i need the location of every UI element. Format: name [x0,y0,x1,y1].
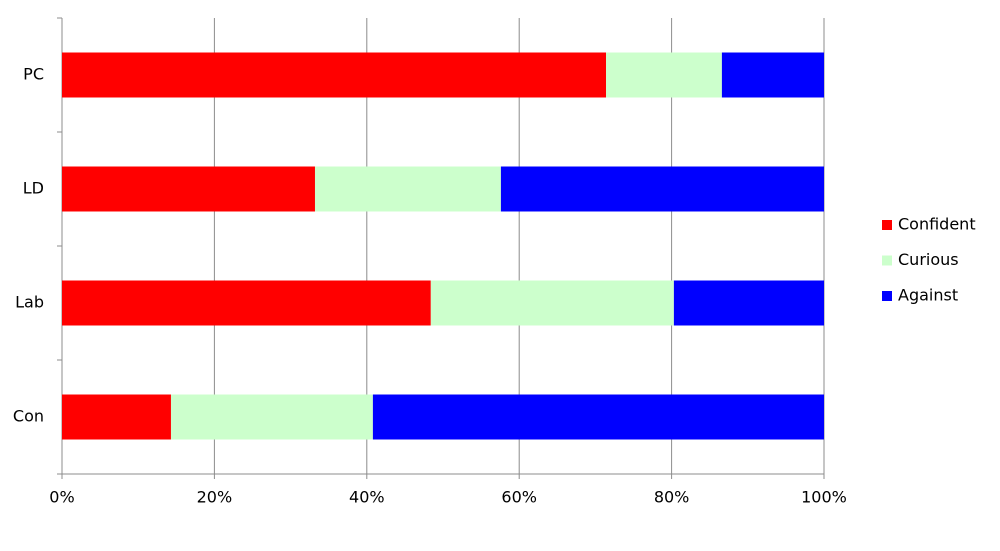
legend-swatch [882,220,892,230]
y-tick-label: Con [13,407,44,426]
bar-segment [430,280,674,326]
bar-segment [673,280,824,326]
y-tick-label: LD [23,179,44,198]
x-tick-label: 40% [349,488,385,507]
bar-segment [500,166,824,212]
bar-segment [62,52,607,98]
x-tick-label: 0% [49,488,74,507]
x-tick-label: 20% [197,488,233,507]
legend-label: Curious [898,250,959,269]
bar-segment [372,394,824,440]
x-tick-label: 100% [801,488,847,507]
bar-segment [62,166,315,212]
legend-swatch [882,255,892,266]
bar-segment [606,52,722,98]
x-tick-label: 60% [501,488,537,507]
x-tick-label: 80% [654,488,690,507]
y-tick-label: PC [23,65,44,84]
legend-label: Confident [898,215,976,234]
legend-label: Against [898,286,958,305]
y-tick-label: Lab [15,293,44,312]
bar-segment [62,280,431,326]
bar-segment [62,394,171,440]
bar-segment [314,166,501,212]
bar-segment [721,52,824,98]
bar-segment [170,394,373,440]
legend-swatch [882,291,892,301]
